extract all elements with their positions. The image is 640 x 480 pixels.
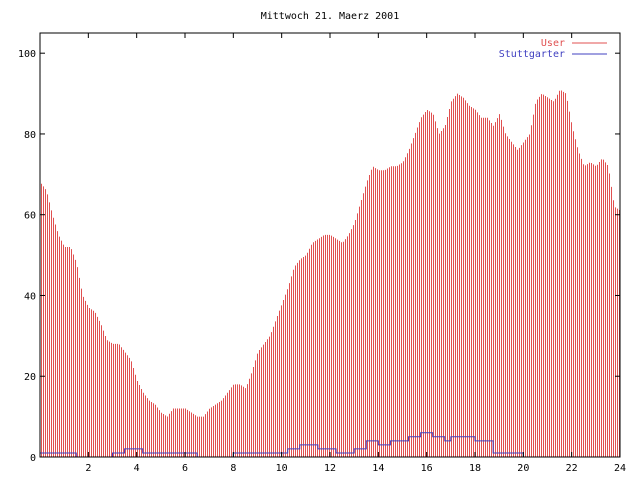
x-tick-label: 14 [372,463,384,474]
x-tick-label: 2 [85,463,91,474]
x-tick-label: 8 [230,463,236,474]
y-tick-label: 100 [18,49,36,60]
x-tick-label: 16 [421,463,433,474]
legend-label-stuttgarter: Stuttgarter [499,49,565,60]
x-tick-label: 4 [134,463,140,474]
y-tick-label: 60 [24,211,36,222]
y-tick-label: 0 [30,453,36,464]
x-tick-label: 10 [276,463,288,474]
x-tick-label: 6 [182,463,188,474]
x-tick-label: 24 [614,463,626,474]
legend: User Stuttgarter [499,38,607,60]
y-tick-label: 40 [24,291,36,302]
stuttgarter-line [40,432,524,458]
y-tick-label: 80 [24,130,36,141]
legend-label-user: User [541,38,565,49]
x-tick-label: 20 [517,463,529,474]
stuttgarter-series-line [40,432,524,458]
chart-title: Mittwoch 21. Maerz 2001 [261,11,399,22]
x-tick-label: 12 [324,463,336,474]
x-tick-label: 22 [566,463,578,474]
y-tick-label: 20 [24,372,36,383]
x-tick-label: 18 [469,463,481,474]
user-bars [41,90,620,457]
